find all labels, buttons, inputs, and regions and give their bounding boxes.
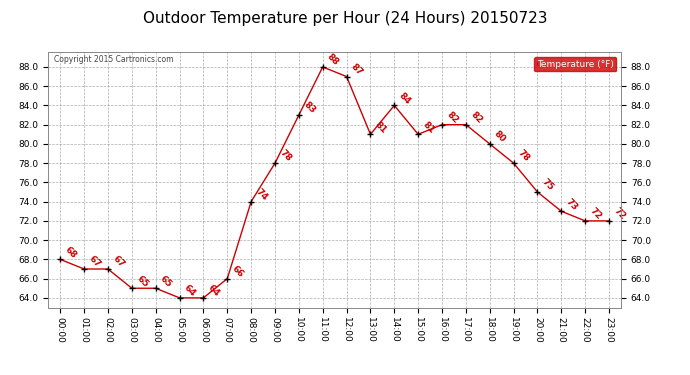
- Text: 80: 80: [493, 129, 508, 144]
- Text: 81: 81: [421, 120, 436, 135]
- Legend: Temperature (°F): Temperature (°F): [534, 57, 616, 71]
- Text: 88: 88: [326, 53, 341, 68]
- Text: 75: 75: [540, 177, 555, 193]
- Text: Copyright 2015 Cartronics.com: Copyright 2015 Cartronics.com: [54, 55, 173, 64]
- Text: 65: 65: [159, 274, 174, 289]
- Text: 74: 74: [254, 187, 269, 202]
- Text: 64: 64: [182, 283, 197, 298]
- Text: 68: 68: [63, 245, 78, 260]
- Text: 78: 78: [516, 148, 532, 164]
- Text: 81: 81: [373, 120, 388, 135]
- Text: 66: 66: [230, 264, 245, 279]
- Text: 78: 78: [278, 148, 293, 164]
- Text: 84: 84: [397, 91, 413, 106]
- Text: 83: 83: [302, 100, 317, 116]
- Text: 65: 65: [135, 274, 150, 289]
- Text: 67: 67: [87, 254, 102, 270]
- Text: 87: 87: [349, 62, 364, 77]
- Text: 64: 64: [206, 283, 221, 298]
- Text: 67: 67: [110, 254, 126, 270]
- Text: 72: 72: [588, 206, 603, 222]
- Text: Outdoor Temperature per Hour (24 Hours) 20150723: Outdoor Temperature per Hour (24 Hours) …: [143, 11, 547, 26]
- Text: 72: 72: [612, 206, 627, 222]
- Text: 82: 82: [469, 110, 484, 125]
- Text: 82: 82: [445, 110, 460, 125]
- Text: 73: 73: [564, 196, 580, 212]
